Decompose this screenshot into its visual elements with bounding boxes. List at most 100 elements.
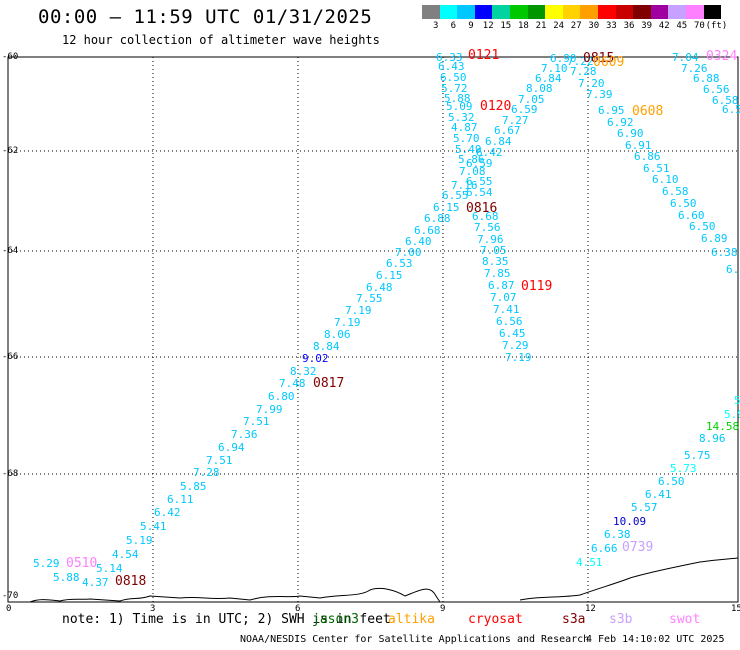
legend-tick-label: 3 xyxy=(433,21,439,31)
latitude-label: -62 xyxy=(2,146,19,156)
legend-tick-label: 39 xyxy=(641,21,653,31)
legend-swatch xyxy=(492,5,510,19)
satellite-label: jason3 xyxy=(312,612,359,627)
longitude-label: 6 xyxy=(295,604,301,614)
pass-time-label: 0818 xyxy=(115,574,147,589)
wave-height-value: 7.05 xyxy=(480,244,507,257)
latitude-label: -60 xyxy=(2,52,19,62)
wave-height-value: 6.89 xyxy=(701,232,728,245)
pass-time-label: 0815 xyxy=(583,51,615,66)
wave-height-value: 5.57 xyxy=(631,501,658,514)
wave-height-value: 6.10 xyxy=(652,173,679,186)
wave-height-value: 5.49 xyxy=(455,143,482,156)
legend-swatch xyxy=(510,5,528,19)
longitude-label: 0 xyxy=(6,604,12,614)
credit-text: NOAA/NESDIS Center for Satellite Applica… xyxy=(240,634,590,645)
wave-height-value: 7.22 xyxy=(567,55,594,68)
wave-height-value: 7.55 xyxy=(356,292,383,305)
generated-timestamp: 4 Feb 14:10:02 UTC 2025 xyxy=(586,634,725,645)
wave-height-value: 5.14 xyxy=(96,562,123,575)
wave-height-value: 7.56 xyxy=(474,221,501,234)
legend-swatch xyxy=(562,5,581,19)
wave-height-value: 6.92 xyxy=(607,116,634,129)
wave-height-value: 8.35 xyxy=(482,255,509,268)
latitude-label: -66 xyxy=(2,352,19,362)
wave-height-value: 7.48 xyxy=(279,377,306,390)
wave-height-value: 6.51 xyxy=(643,162,670,175)
wave-height-value: 7.16 xyxy=(451,179,478,192)
pass-time-label: 0739 xyxy=(622,540,654,555)
longitude-label: 12 xyxy=(585,604,596,614)
legend-tick-label: 12 xyxy=(482,21,494,31)
wave-height-value: 6.50 xyxy=(689,220,716,233)
plot-frame xyxy=(7,56,739,603)
wave-height-value: 6.95 xyxy=(598,104,625,117)
pass-time-label: 0119 xyxy=(521,279,553,294)
longitude-label: 9 xyxy=(440,604,446,614)
wave-height-value: 6.84 xyxy=(485,135,512,148)
wave-height-value: 5.75 xyxy=(684,449,711,462)
map-title: 00:00 – 11:59 UTC 01/31/2025 xyxy=(38,6,373,28)
pass-time-label: 0510 xyxy=(66,556,98,571)
wave-height-value: 6.54 xyxy=(466,186,493,199)
wave-height-value: 6.38 xyxy=(711,246,738,259)
wave-height-value: 6.86 xyxy=(634,150,661,163)
legend-tick-label: 18 xyxy=(518,21,529,31)
satellite-label: cryosat xyxy=(468,612,523,627)
wave-height-value: 6.42 xyxy=(154,506,181,519)
wave-height-value: 5.9 xyxy=(724,408,740,421)
wave-height-value: 6.45 xyxy=(499,327,526,340)
legend-swatch xyxy=(633,5,651,19)
wave-height-value: 6.55 xyxy=(466,175,493,188)
legend-tick-label: 30 xyxy=(588,21,600,31)
legend-swatch xyxy=(668,5,686,19)
wave-height-value: 6.66 xyxy=(591,542,618,555)
pass-time-label: 0816 xyxy=(466,201,498,216)
wave-height-value: 5.73 xyxy=(670,462,697,475)
wave-height-value: 6.0 xyxy=(726,263,740,276)
legend-swatch xyxy=(527,5,546,19)
wave-height-value: 6.90 xyxy=(550,52,577,65)
legend-swatch xyxy=(615,5,634,19)
legend-tick-label: 36 xyxy=(623,21,635,31)
wave-height-value: 6.58 xyxy=(662,185,689,198)
legend-tick-label: 9 xyxy=(468,21,474,31)
wave-height-value: 8.32 xyxy=(290,365,317,378)
wave-height-value: 5.09 xyxy=(446,100,473,113)
wave-height-value: 6.87 xyxy=(488,279,515,292)
wave-height-value: 9.02 xyxy=(302,352,329,365)
wave-height-value: 6.68 xyxy=(414,224,441,237)
wave-height-value: 4.37 xyxy=(82,576,109,589)
legend-tick-label: 21 xyxy=(535,21,547,31)
pass-time-label: 0609 xyxy=(593,55,625,70)
wave-height-value: 7.04 xyxy=(672,51,699,64)
pass-time-label: 0817 xyxy=(313,376,345,391)
grid-lines xyxy=(8,57,738,602)
wave-height-value: 8.08 xyxy=(526,82,553,95)
wave-height-value: 8.96 xyxy=(699,432,726,445)
wave-height-value: 7.41 xyxy=(493,303,520,316)
legend-swatch xyxy=(545,5,563,19)
wave-height-value: 6.50 xyxy=(658,475,685,488)
wave-height-value: 7.08 xyxy=(459,165,486,178)
wave-height-value: 7.07 xyxy=(490,291,517,304)
legend-tick-label: 45 xyxy=(676,21,688,31)
wave-height-value: 6.88 xyxy=(693,72,720,85)
legend-swatch xyxy=(474,5,493,19)
wave-height-value: 7.28 xyxy=(193,466,220,479)
wave-height-value: 6.59 xyxy=(511,103,538,116)
wave-height-value: 7.10 xyxy=(541,62,568,75)
wave-height-value: 6.43 xyxy=(438,60,465,73)
wave-height-value: 6.41 xyxy=(645,488,672,501)
wave-height-value: 5.70 xyxy=(453,132,480,145)
legend-tick-label: 27 xyxy=(570,21,582,31)
legend-swatch xyxy=(439,5,458,19)
wave-height-value: 7.85 xyxy=(484,267,511,280)
longitude-label: 3 xyxy=(150,604,156,614)
legend-tick-label: 15 xyxy=(500,21,512,31)
wave-height-value: 6.50 xyxy=(440,71,467,84)
legend-unit: (ft) xyxy=(705,21,728,31)
wave-height-value: 6.48 xyxy=(366,281,393,294)
map-subtitle: 12 hour collection of altimeter wave hei… xyxy=(62,33,380,47)
wave-height-value: 4.51 xyxy=(576,556,603,569)
